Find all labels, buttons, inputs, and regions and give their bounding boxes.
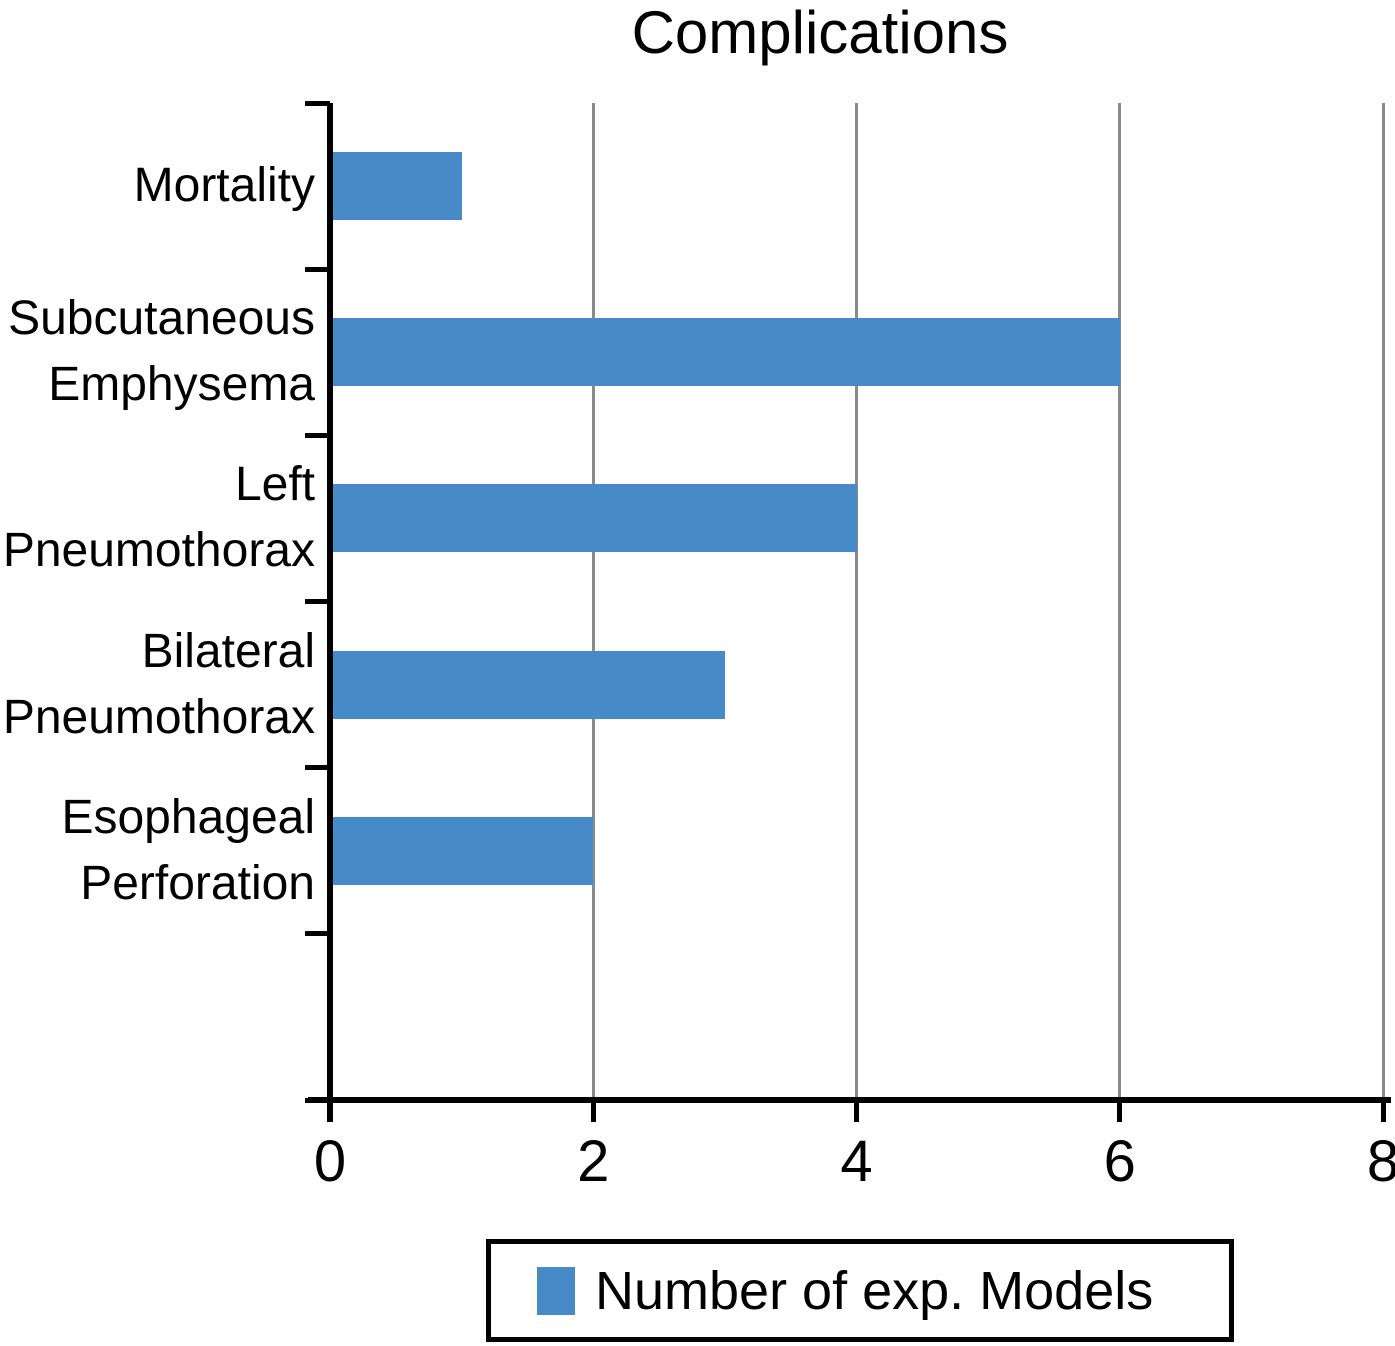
bar-esophageal-perforation — [330, 817, 593, 885]
bar-mortality — [330, 152, 462, 220]
gridline-x-4 — [855, 103, 858, 1100]
x-axis-tick-4 — [854, 1100, 859, 1122]
category-label-line: Left — [234, 458, 315, 512]
category-label-line: Subcutaneous — [8, 292, 315, 346]
category-label-line: Perforation — [80, 856, 315, 910]
x-axis-line — [308, 1097, 1391, 1103]
gridline-x-6 — [1118, 103, 1122, 1100]
x-tick-label-6: 6 — [1103, 1129, 1136, 1194]
category-label-mortality: Mortality — [0, 103, 315, 269]
category-label-line: Pneumothorax — [2, 524, 315, 578]
bar-bilateral-pneumothorax — [330, 651, 725, 719]
category-label-subcutaneous-emphysema: Subcutaneous Emphysema — [0, 269, 315, 435]
category-label-left-pneumothorax: Left Pneumothorax — [0, 435, 315, 601]
x-axis-tick-0 — [327, 1100, 333, 1122]
y-axis-tick-3 — [305, 599, 330, 604]
legend-series-swatch-icon — [537, 1266, 575, 1315]
category-label-esophageal-perforation: Esophageal Perforation — [0, 768, 315, 934]
x-axis-tick-2 — [590, 1100, 596, 1122]
legend-box: Number of exp. Models — [486, 1239, 1234, 1342]
chart-title: Complications — [631, 0, 1009, 66]
y-axis-tick-0 — [305, 100, 330, 106]
gridline-x-2 — [591, 103, 595, 1100]
category-label-line: Bilateral — [141, 624, 315, 678]
y-axis-tick-5 — [305, 931, 330, 937]
y-axis-tick-4 — [305, 765, 330, 771]
x-tick-label-8: 8 — [1366, 1129, 1395, 1194]
category-label-line: Mortality — [133, 159, 315, 213]
bar-subcutaneous-emphysema — [330, 318, 1120, 386]
y-axis-tick-1 — [305, 266, 330, 272]
x-tick-label-2: 2 — [577, 1129, 610, 1194]
x-axis-tick-6 — [1117, 1100, 1123, 1122]
y-axis-line — [327, 103, 333, 1122]
y-axis-tick-2 — [305, 432, 330, 438]
category-label-line: Esophageal — [61, 790, 315, 844]
x-tick-label-4: 4 — [840, 1129, 873, 1194]
x-axis-tick-8 — [1380, 1100, 1386, 1122]
bar-left-pneumothorax — [330, 484, 857, 552]
category-label-line: Emphysema — [48, 358, 315, 412]
legend-series-label: Number of exp. Models — [595, 1260, 1154, 1321]
y-axis-tick-6 — [305, 1097, 330, 1103]
category-label-bilateral-pneumothorax: Bilateral Pneumothorax — [0, 602, 315, 768]
x-tick-label-0: 0 — [313, 1129, 347, 1194]
gridline-x-8 — [1381, 103, 1385, 1100]
category-label-line: Pneumothorax — [2, 690, 315, 744]
